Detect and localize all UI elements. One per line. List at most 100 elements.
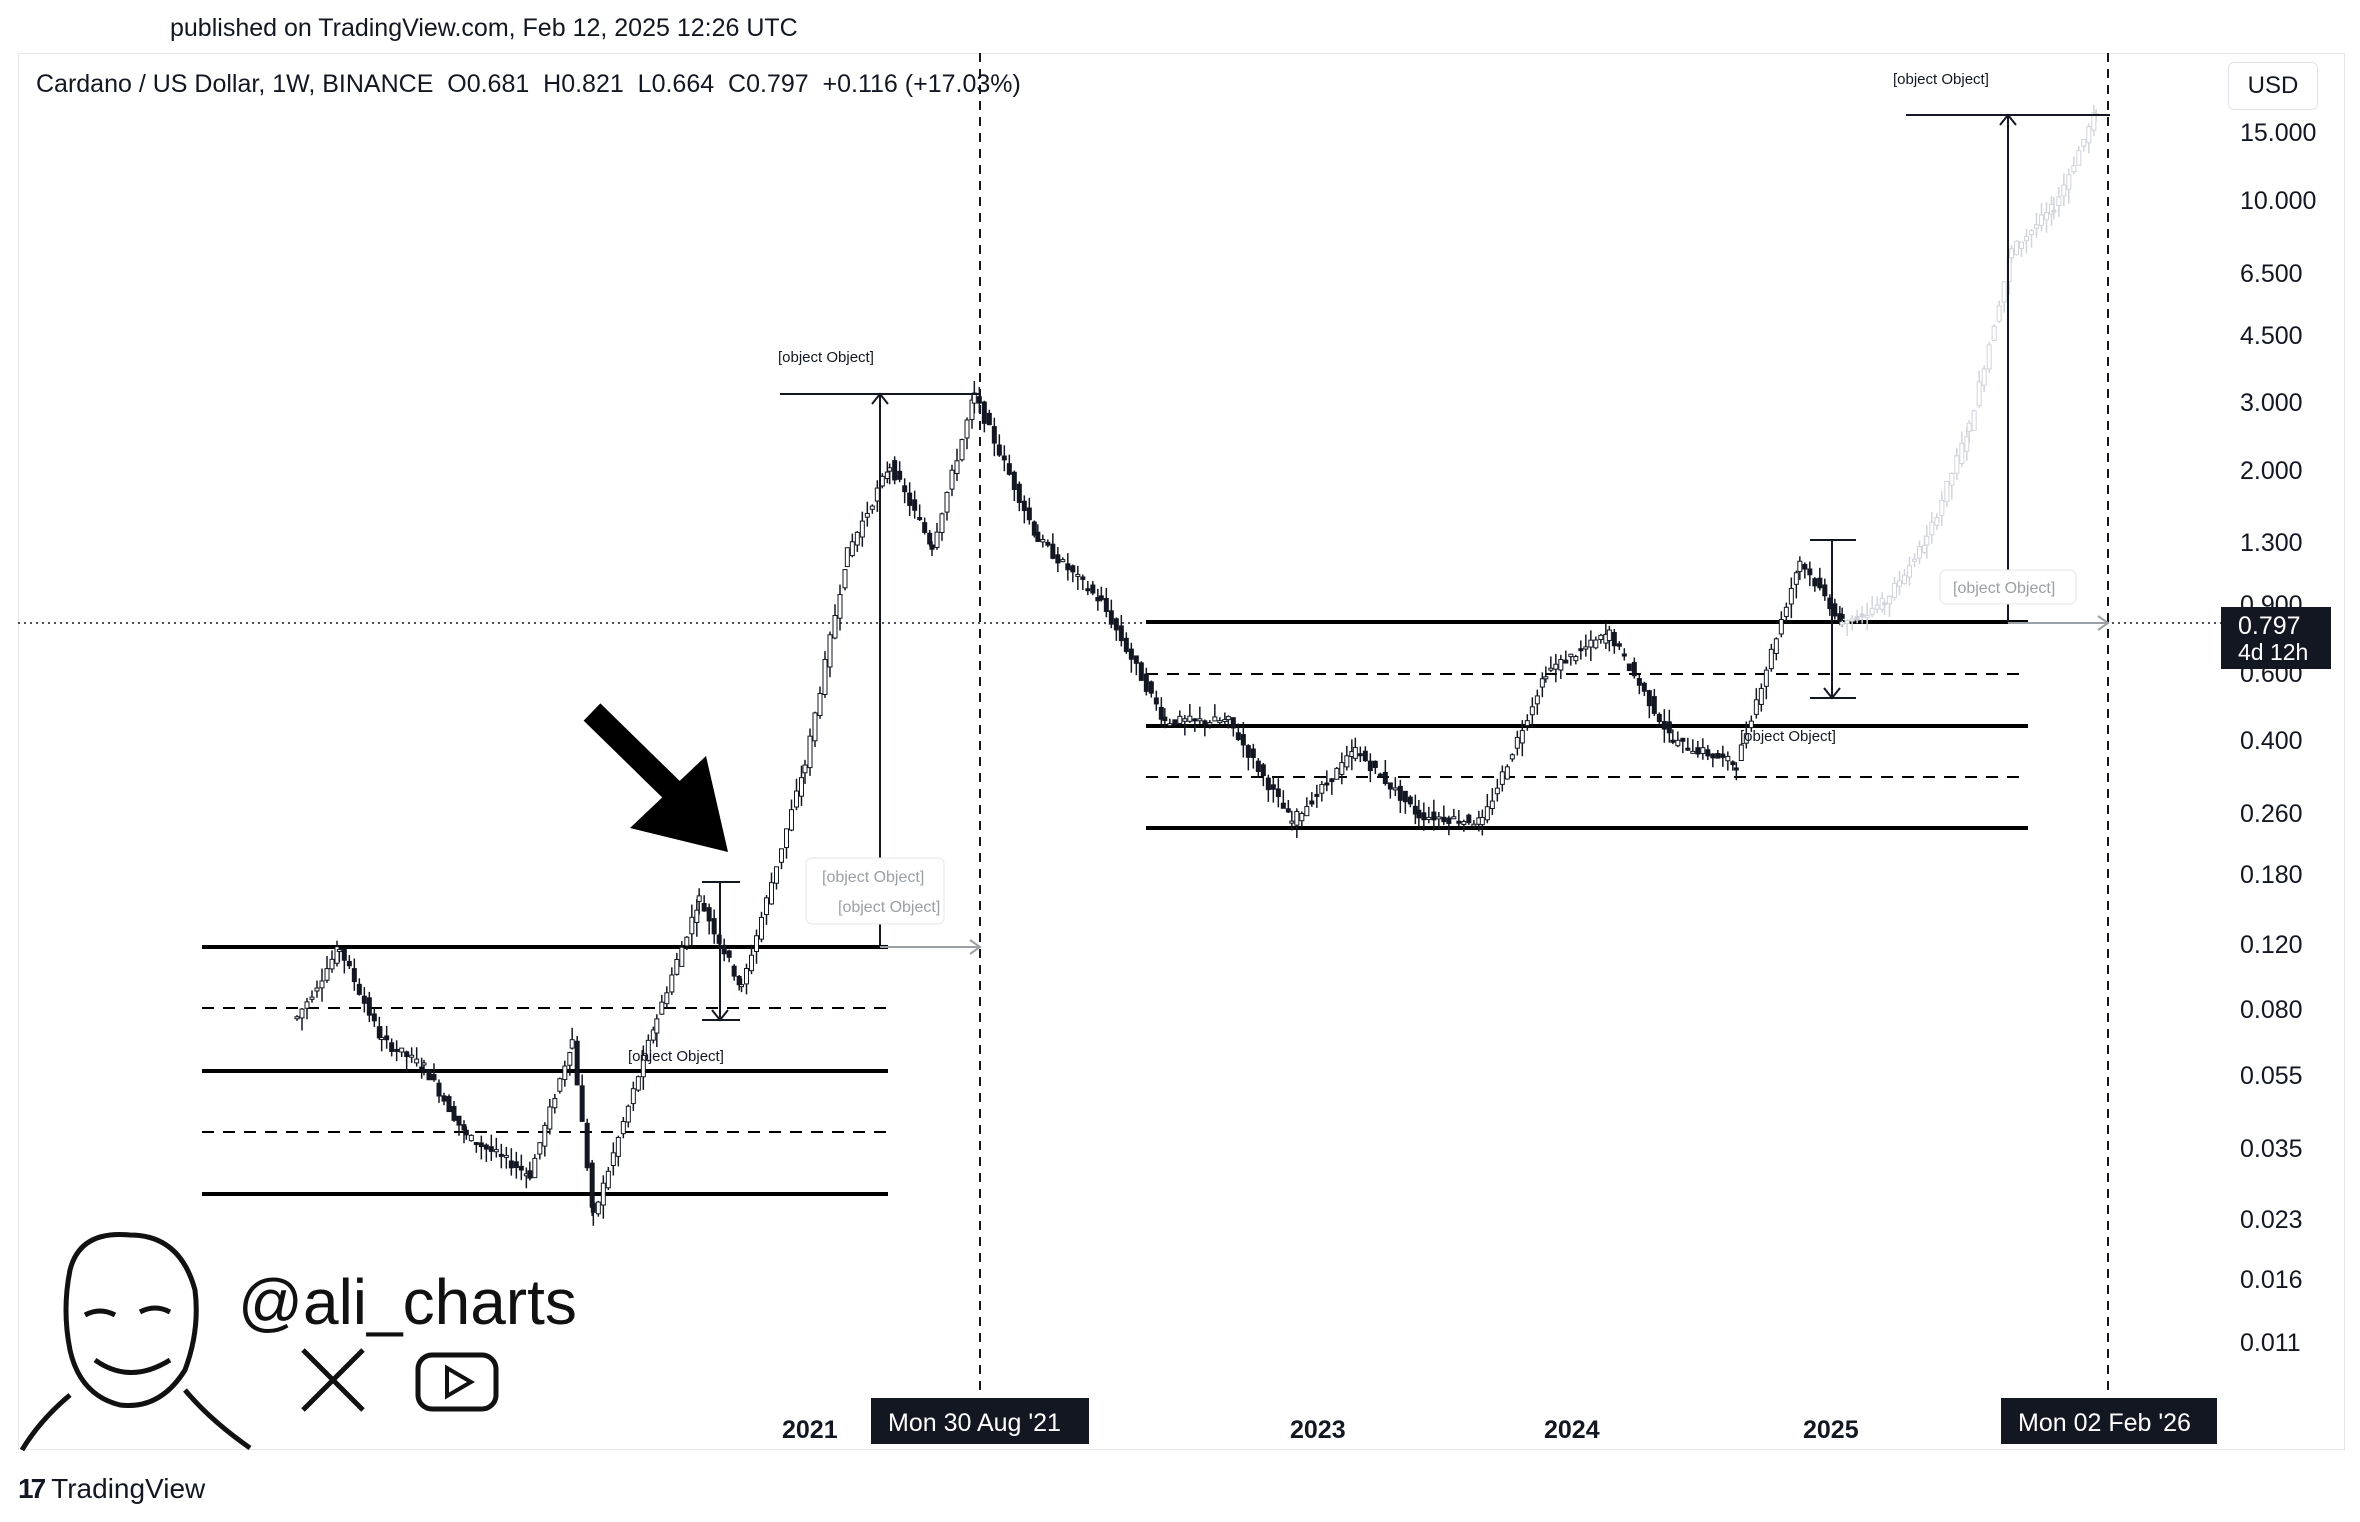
tradingview-footer[interactable]: 17 TradingView (18, 1473, 205, 1505)
candle-body (711, 918, 717, 935)
candle-body (854, 531, 860, 546)
y-tick-label: 10.000 (2240, 187, 2316, 215)
candle-body (1192, 718, 1198, 722)
candle-body (817, 693, 823, 716)
candle-body (1651, 696, 1657, 714)
projected-candle-body (2091, 112, 2097, 131)
candle-body (567, 1052, 573, 1066)
candle-body (1839, 614, 1845, 620)
candle-body (1426, 816, 1432, 820)
candle-body (739, 984, 744, 988)
candle-body (842, 569, 848, 589)
published-line: published on TradingView.com, Feb 12, 20… (170, 14, 798, 42)
candle-body (1553, 663, 1559, 670)
measure-label: [object Object] (1740, 728, 1836, 745)
y-tick-label: 0.400 (2240, 727, 2303, 755)
projected-candle-body (1902, 574, 1907, 585)
candle-body (436, 1082, 442, 1097)
candle-body (964, 419, 970, 439)
candle-body (1377, 773, 1383, 777)
candle-body (1431, 811, 1437, 821)
candle-body (473, 1142, 479, 1146)
candle-body (1738, 744, 1744, 762)
tradingview-logo-icon: 17 (18, 1473, 46, 1504)
currency-button[interactable]: USD (2228, 62, 2318, 110)
projected-candle-body (1869, 608, 1875, 616)
candle-body (1324, 782, 1330, 786)
projected-candle-body (2066, 174, 2072, 190)
candle-body (620, 1121, 626, 1135)
candle-body (542, 1124, 548, 1147)
candle-body (461, 1124, 467, 1131)
candle-body (701, 902, 707, 912)
candle-body (1680, 737, 1686, 742)
candle-body (1407, 796, 1413, 805)
chart-frame (18, 53, 2345, 1450)
projected-candle-body (1971, 410, 1977, 431)
candle-body (1416, 809, 1422, 819)
y-tick-label: 15.000 (2240, 119, 2316, 147)
candle-body (394, 1048, 400, 1052)
candle-body (807, 735, 813, 769)
candle-body (379, 1037, 385, 1041)
projected-candle-body (1981, 368, 1987, 386)
candle-body (1504, 766, 1510, 780)
candle-body (1421, 812, 1427, 821)
y-tick-label: 0.260 (2240, 800, 2303, 828)
candle-body (706, 907, 712, 922)
candle-body (1588, 639, 1594, 648)
candle-body (574, 1040, 580, 1086)
candle-body (1641, 682, 1647, 692)
x-logo-icon[interactable] (301, 1348, 365, 1412)
candle-body (1098, 595, 1104, 601)
candle-body (959, 439, 965, 461)
candle-body (1357, 753, 1363, 757)
candle-body (409, 1054, 415, 1058)
y-tick-label: 0.055 (2240, 1062, 2303, 1090)
candle-body (1519, 730, 1525, 744)
candle-body (844, 547, 850, 568)
projected-candle-body (1949, 472, 1955, 486)
candle-body (1456, 820, 1462, 824)
candle-body (749, 954, 754, 972)
candle-body (1108, 610, 1114, 625)
projected-candle-body (1986, 344, 1992, 370)
candle-body (1720, 753, 1726, 758)
projected-candle-body (2039, 214, 2044, 226)
candle-body (1802, 563, 1808, 570)
candle-body (324, 968, 330, 981)
candle-body (319, 980, 325, 989)
candle-body (869, 505, 875, 510)
candle-body (991, 426, 997, 444)
measure-drawdown-2020 (702, 881, 740, 1022)
projected-candle-body (2071, 165, 2077, 173)
cartoon-avatar-icon (19, 1231, 252, 1452)
candle-body (1045, 541, 1051, 546)
candle-body (837, 594, 843, 619)
youtube-icon[interactable] (415, 1352, 499, 1412)
candle-body (336, 949, 342, 953)
candle-body (1730, 761, 1736, 765)
candle-body (615, 1136, 621, 1157)
candle-body (1509, 754, 1515, 760)
candle-body (1661, 721, 1667, 730)
candle-body (827, 634, 833, 668)
candle-body (1793, 572, 1799, 585)
candle-body (1539, 678, 1545, 688)
svg-text:0.797: 0.797 (2238, 612, 2301, 640)
candle-body (1578, 648, 1584, 652)
projected-candle-body (1887, 595, 1892, 605)
candle-body (744, 967, 749, 985)
candle-body (1773, 638, 1779, 654)
candle-body (1548, 667, 1554, 671)
candle-body (1763, 669, 1769, 687)
candle-body (1606, 629, 1612, 642)
candle-body (537, 1142, 543, 1155)
projected-candle-body (1964, 436, 1970, 452)
candle-body (1285, 808, 1291, 813)
projected-candle-body (1882, 602, 1887, 606)
candle-body (1646, 690, 1652, 707)
candle-body (1133, 655, 1139, 664)
candle-body (1666, 721, 1672, 734)
